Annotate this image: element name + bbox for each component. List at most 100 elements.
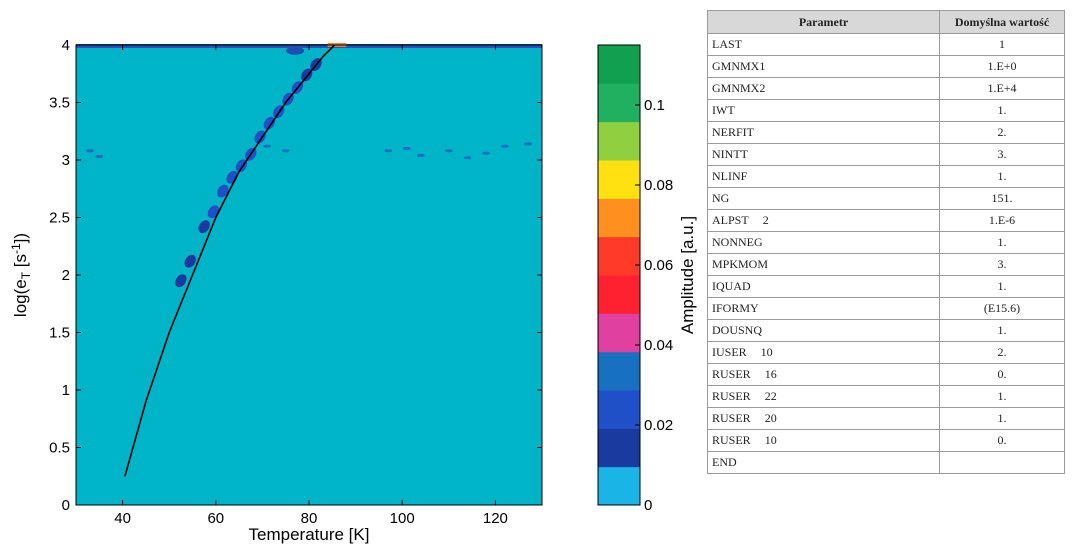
param-index: 10 [760,345,773,359]
peak-point [175,274,187,288]
table-row: RUSER 10 0. [707,429,1065,452]
param-name: GMNMX2 [712,81,766,95]
table-row: NLINF 1. [707,165,1065,188]
colorbar-segment [598,236,640,276]
colorbar-segment [598,466,640,506]
param-name-cell: IQUAD [707,275,940,298]
scatter-point [85,149,94,153]
param-name: NLINF [712,169,748,183]
param-name-cell: RUSER 22 [707,385,940,408]
scatter-point [444,149,453,153]
y-axis: 0 0.5 1 1.5 2 2.5 3 3.5 4 [49,37,542,514]
param-name: RUSER [712,411,751,425]
param-value: 0. [939,429,1065,452]
param-name-cell: RUSER 20 [707,407,940,430]
table-row: NONNEG 1. [707,231,1065,254]
param-name-cell: IWT [707,99,940,122]
table-row: IQUAD 1. [707,275,1065,298]
y-tick-label: 4 [62,37,70,54]
param-name: NONNEG [712,235,763,249]
colorbar-tick-label: 0.04 [644,337,673,354]
param-value: (E15.6) [939,297,1065,320]
param-value: 1. [939,99,1065,122]
param-name: RUSER [712,367,751,381]
table-row: RUSER 20 1. [707,407,1065,430]
param-value: 1 [939,33,1065,56]
param-value: 1. [939,275,1065,298]
param-value: 1. [939,385,1065,408]
y-tick-label: 2 [62,267,70,284]
header-default-value: Domyślna wartość [939,10,1065,34]
scatter-point [416,153,425,157]
param-name: NERFIT [712,125,754,139]
param-name: RUSER [712,433,751,447]
colorbar-segment [598,351,640,391]
x-tick-label: 100 [390,510,415,527]
param-name: NINTT [712,147,748,161]
scatter-point [384,149,393,153]
scatter-point [524,142,533,146]
scatter-point [482,151,491,155]
peak-point [263,116,276,130]
param-value: 2. [939,121,1065,144]
param-name-cell: MPKMOM [707,253,940,276]
param-index: 22 [764,389,777,403]
param-value: 1.E+0 [939,55,1065,78]
param-name-cell: END [707,451,940,474]
x-axis-label: Temperature [K] [249,525,370,544]
param-name: GMNMX1 [712,59,766,73]
table-row: RUSER 16 0. [707,363,1065,386]
scatter-point [463,156,472,160]
colorbar-tick-label: 0.08 [644,177,673,194]
colorbar-segment [598,275,640,314]
scatter-point [402,146,411,151]
scatter-point [500,144,509,148]
param-name-cell: DOUSNQ [707,319,940,342]
param-value: 1. [939,319,1065,342]
param-name-cell: NERFIT [707,121,940,144]
table-row: NINTT 3. [707,143,1065,166]
table-row: ALPST 2 1.E-6 [707,209,1065,232]
plot-background [76,45,542,505]
x-tick-label: 60 [207,510,224,527]
scatter-point [281,149,290,153]
x-axis: 40 60 80 100 120 [114,45,508,527]
param-value: 3. [939,143,1065,166]
param-name-cell: RUSER 10 [707,429,940,452]
y-tick-label: 2.5 [49,210,70,227]
param-name: DOUSNQ [712,323,763,337]
table-row: END [707,451,1065,474]
param-name-cell: NINTT [707,143,940,166]
param-index: 2 [762,213,769,227]
param-value: 2. [939,341,1065,364]
fit-curve-line [124,44,336,477]
scatter-point [95,154,104,159]
table-row: GMNMX1 1.E+0 [707,55,1065,78]
param-name: END [712,455,737,469]
y-axis-label: log(eT [s-1]) [9,233,33,317]
colorbar [597,44,641,506]
table-row: IUSER 10 2. [707,341,1065,364]
x-tick-label: 80 [301,510,318,527]
param-name-cell: NLINF [707,165,940,188]
param-name: RUSER [712,389,751,403]
param-name: IWT [712,103,735,117]
colorbar-segment [598,83,640,123]
table-row: GMNMX2 1.E+4 [707,77,1065,100]
colorbar-tick-label: 0 [644,497,652,514]
param-name-cell: ALPST 2 [707,209,940,232]
parameter-table: Parametr Domyślna wartość LAST 1 GMNMX1 1.E… [707,10,1065,474]
param-name-cell: NG [707,187,940,210]
table-row: LAST 1 [707,33,1065,56]
colorbar-tick-label: 0.1 [644,97,665,114]
table-row: IWT 1. [707,99,1065,122]
peak-point [217,184,229,198]
param-name: IQUAD [712,279,751,293]
peak-point [198,220,210,234]
table-row: NERFIT 2. [707,121,1065,144]
colorbar-segment [598,121,640,161]
param-name-cell: IFORMY [707,297,940,320]
peak-point [254,130,266,144]
y-tick-label: 0 [62,497,70,514]
param-value [939,451,1065,474]
